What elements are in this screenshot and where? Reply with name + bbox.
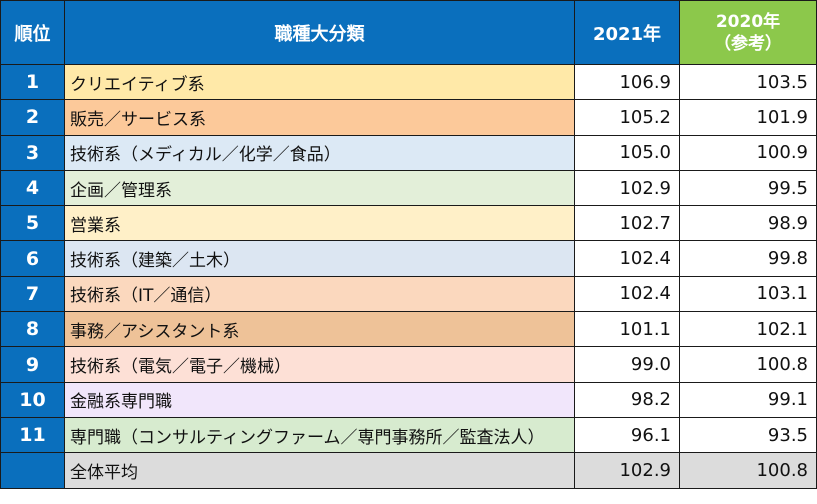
rank-cell: 2 [0,99,65,136]
average-label: 全体平均 [64,452,575,489]
table-row: 5 営業系 102.7 98.9 [0,205,817,242]
value-2020-cell: 99.5 [679,169,817,207]
table-row: 6 技術系（建築／土木） 102.4 99.8 [0,240,817,277]
rank-cell: 8 [0,311,65,348]
table-row: 1 クリエイティブ系 106.9 103.5 [0,63,817,101]
table-row: 2 販売／サービス系 105.2 101.9 [0,99,817,136]
average-rank-cell [0,452,65,489]
category-cell: 事務／アシスタント系 [64,311,575,348]
value-2021-cell: 105.0 [574,134,680,171]
rank-cell: 9 [0,346,65,383]
value-2020-cell: 102.1 [679,311,817,348]
value-2021-cell: 102.4 [574,240,680,277]
header-row: 順位 職種大分類 2021年 2020年 （参考） [0,0,817,65]
header-2020-year: 2020年 [715,11,781,32]
header-rank: 順位 [0,0,65,65]
table-row: 4 企画／管理系 102.9 99.5 [0,169,817,207]
category-cell: 技術系（IT／通信） [64,275,575,313]
header-2020-note: （参考） [714,33,782,54]
value-2021-cell: 105.2 [574,99,680,136]
rank-cell: 4 [0,169,65,207]
table-row: 7 技術系（IT／通信） 102.4 103.1 [0,275,817,313]
table-row: 3 技術系（メディカル／化学／食品） 105.0 100.9 [0,134,817,171]
rank-cell: 1 [0,63,65,101]
value-2021-cell: 98.2 [574,381,680,418]
value-2020-cell: 100.9 [679,134,817,171]
category-cell: クリエイティブ系 [64,63,575,101]
value-2020-cell: 99.8 [679,240,817,277]
header-2020: 2020年 （参考） [679,0,817,65]
average-2020: 100.8 [679,452,817,489]
header-2021: 2021年 [574,0,680,65]
value-2021-cell: 102.4 [574,275,680,313]
value-2020-cell: 101.9 [679,99,817,136]
rank-cell: 6 [0,240,65,277]
rank-cell: 11 [0,416,65,454]
value-2020-cell: 99.1 [679,381,817,418]
value-2021-cell: 101.1 [574,311,680,348]
average-2021: 102.9 [574,452,680,489]
value-2020-cell: 103.1 [679,275,817,313]
category-cell: 企画／管理系 [64,169,575,207]
table-row: 8 事務／アシスタント系 101.1 102.1 [0,311,817,348]
rank-cell: 5 [0,205,65,242]
rank-cell: 10 [0,381,65,418]
category-cell: 販売／サービス系 [64,99,575,136]
value-2020-cell: 93.5 [679,416,817,454]
value-2020-cell: 103.5 [679,63,817,101]
rank-cell: 3 [0,134,65,171]
table-row: 11 専門職（コンサルティングファーム／専門事務所／監査法人） 96.1 93.5 [0,416,817,454]
rank-cell: 7 [0,275,65,313]
value-2020-cell: 100.8 [679,346,817,383]
header-category: 職種大分類 [64,0,575,65]
table-row: 9 技術系（電気／電子／機械） 99.0 100.8 [0,346,817,383]
value-2020-cell: 98.9 [679,205,817,242]
salary-ranking-table: 順位 職種大分類 2021年 2020年 （参考） 1 クリエイティブ系 106.9… [0,0,817,489]
value-2021-cell: 99.0 [574,346,680,383]
category-cell: 技術系（電気／電子／機械） [64,346,575,383]
category-cell: 技術系（メディカル／化学／食品） [64,134,575,171]
average-row: 全体平均 102.9 100.8 [0,452,817,489]
value-2021-cell: 102.9 [574,169,680,207]
category-cell: 技術系（建築／土木） [64,240,575,277]
value-2021-cell: 106.9 [574,63,680,101]
category-cell: 営業系 [64,205,575,242]
category-cell: 金融系専門職 [64,381,575,418]
value-2021-cell: 96.1 [574,416,680,454]
value-2021-cell: 102.7 [574,205,680,242]
table-row: 10 金融系専門職 98.2 99.1 [0,381,817,418]
category-cell: 専門職（コンサルティングファーム／専門事務所／監査法人） [64,416,575,454]
